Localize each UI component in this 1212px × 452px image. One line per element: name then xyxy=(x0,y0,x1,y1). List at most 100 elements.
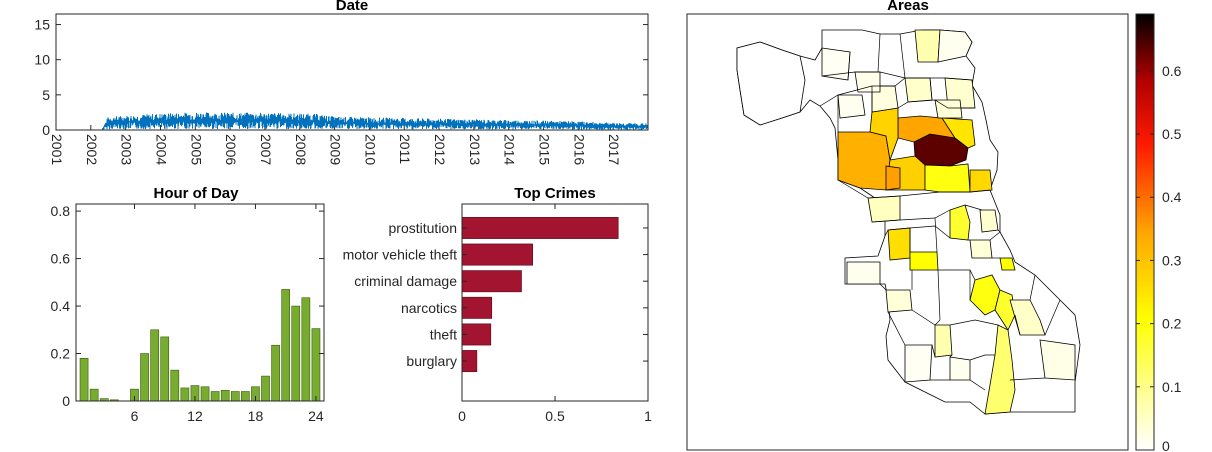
crime-category-label: criminal damage xyxy=(354,273,457,289)
date-xtick-label: 2001 xyxy=(49,134,65,165)
colorbar xyxy=(1135,13,1155,451)
hour-bar xyxy=(271,344,280,402)
colorbar-tick-label: 0.2 xyxy=(1162,316,1182,332)
ohare-area xyxy=(736,41,806,126)
hour-ytick-label: 0.2 xyxy=(51,346,71,362)
hour-bar xyxy=(200,386,210,402)
hour-axes-box xyxy=(75,203,325,402)
date-chart: Date 0 5 10 15 2001 2002 2003 2004 2005 2006 2007 2… xyxy=(34,0,649,165)
date-xtick-label: 2010 xyxy=(362,134,378,165)
area-east-garfield xyxy=(885,165,901,191)
area-boundaries xyxy=(819,33,1061,391)
hour-bar xyxy=(170,369,180,402)
date-ytick-label: 0 xyxy=(42,122,50,138)
date-xtick-label: 2007 xyxy=(258,134,274,165)
hour-xtick-label: 18 xyxy=(248,408,264,424)
date-xtick-label: 2013 xyxy=(467,134,483,165)
hour-bar xyxy=(79,357,89,402)
area-ashburn xyxy=(904,344,933,383)
area-archer-heights xyxy=(885,289,913,313)
crime-xtick-label: 1 xyxy=(644,408,652,424)
date-xtick-label: 2003 xyxy=(119,134,135,165)
colorbar-tick-label: 0.6 xyxy=(1162,63,1182,79)
date-xtick-label: 2017 xyxy=(606,134,622,165)
hour-bar xyxy=(301,297,311,402)
date-axes-box xyxy=(55,13,649,131)
date-xtick-label: 2011 xyxy=(397,134,413,164)
hour-bar xyxy=(140,353,149,402)
hour-ytick-label: 0.8 xyxy=(51,203,71,219)
area-uptown xyxy=(941,117,976,149)
area-bridgeport xyxy=(969,169,993,193)
date-xtick-label: 2004 xyxy=(153,134,169,165)
hour-bar xyxy=(281,289,291,402)
hour-bar xyxy=(311,328,321,402)
hour-bar xyxy=(210,391,220,402)
hour-bar xyxy=(150,329,159,402)
area-armour-square xyxy=(979,209,999,233)
crime-category-label: prostitution xyxy=(389,220,457,236)
area-oakland xyxy=(999,257,1016,271)
area-edgewater xyxy=(914,29,941,63)
crime-xtick-label: 0.5 xyxy=(545,408,565,424)
area-north-lawndale xyxy=(867,195,901,223)
crimes-chart: Top Crimes prostitution motor vehicle the… xyxy=(343,185,652,424)
areas-map-title: Areas xyxy=(887,0,929,14)
hour-chart: Hour of Day 0 0.2 0.4 0.6 0.8 6 12 18 24 xyxy=(51,185,325,424)
hour-bar xyxy=(89,388,99,402)
date-chart-title: Date xyxy=(336,0,369,14)
date-series-line xyxy=(56,112,649,131)
area-douglas xyxy=(969,239,993,259)
hour-xtick-label: 24 xyxy=(308,408,324,424)
date-xtick-label: 2008 xyxy=(293,134,309,165)
area-hermosa xyxy=(854,71,881,93)
hour-chart-title: Hour of Day xyxy=(153,185,239,202)
colorbar-tick-label: 0.5 xyxy=(1162,126,1182,142)
date-xtick-label: 2012 xyxy=(432,134,448,165)
area-lincoln-park xyxy=(897,115,956,143)
areas-map: Areas xyxy=(686,0,1182,452)
hour-bar xyxy=(220,390,230,402)
date-xtick-label: 2005 xyxy=(188,134,204,165)
area-brighton-park xyxy=(909,251,939,271)
date-ytick-label: 15 xyxy=(34,17,50,33)
hour-xtick-label: 12 xyxy=(187,408,203,424)
date-ytick-label: 5 xyxy=(42,87,50,103)
hour-bar xyxy=(160,336,170,402)
area-near-west xyxy=(924,163,971,193)
hour-xtick-label: 6 xyxy=(131,408,139,424)
area-chicago-lawn xyxy=(949,356,971,381)
colorbar-tick-label: 0 xyxy=(1162,438,1170,452)
date-xtick-label: 2014 xyxy=(502,134,518,165)
hour-bar xyxy=(291,305,301,402)
area-montclare xyxy=(837,94,866,119)
crime-category-label: theft xyxy=(430,326,457,342)
crime-category-label: motor vehicle theft xyxy=(343,247,457,263)
colorbar-tick-label: 0.3 xyxy=(1162,252,1182,268)
date-ytick-label: 10 xyxy=(34,52,50,68)
hour-bar xyxy=(180,387,190,402)
crime-bar xyxy=(461,270,522,293)
area-austin xyxy=(837,131,891,191)
crimes-axes-box xyxy=(461,203,649,402)
date-xtick-label: 2015 xyxy=(537,134,553,165)
crime-bar xyxy=(461,217,619,239)
crime-category-label: narcotics xyxy=(401,300,457,316)
area-west-lawn xyxy=(934,324,953,358)
area-auburn xyxy=(1039,339,1076,381)
crime-xtick-label: 0 xyxy=(458,408,466,424)
date-xtick-label: 2002 xyxy=(84,134,100,165)
date-xtick-label: 2006 xyxy=(223,134,239,165)
crime-bar xyxy=(461,243,533,266)
areas-axes-box xyxy=(686,13,1129,451)
hour-ytick-label: 0 xyxy=(62,393,70,409)
hour-ytick-label: 0.4 xyxy=(51,298,71,314)
date-xtick-label: 2009 xyxy=(328,134,344,165)
area-pilsen xyxy=(949,204,971,241)
crime-category-label: burglary xyxy=(406,353,457,369)
area-greater-grand xyxy=(984,324,1016,415)
area-garfield-ridge xyxy=(846,261,881,285)
colorbar-tick-label: 0.1 xyxy=(1162,379,1182,395)
area-rogers-park xyxy=(937,29,973,63)
